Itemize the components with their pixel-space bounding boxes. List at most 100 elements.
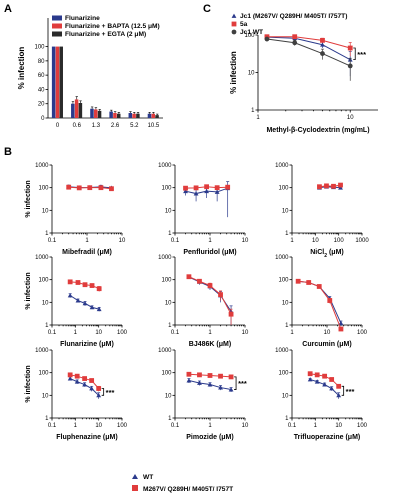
y-tick-label: 100 xyxy=(38,371,49,377)
data-point xyxy=(314,372,320,378)
x-tick-label: 1 xyxy=(85,238,89,244)
significance-label: *** xyxy=(346,387,355,396)
legend-label: Flunarizine + EGTA (2 μM) xyxy=(65,31,146,38)
data-point xyxy=(109,186,114,192)
chart-panel-b3: 1 10 100 1000 1 10 100 1000 NiCl2 (μM) xyxy=(275,163,369,259)
data-point xyxy=(186,371,192,377)
legend-mutant-marker xyxy=(132,485,138,491)
data-point xyxy=(96,306,102,312)
y-tick-label: 1 xyxy=(251,108,255,114)
y-tick-label: 100 xyxy=(161,186,172,192)
series-second xyxy=(67,372,102,392)
panel-label-a: A xyxy=(4,3,12,15)
data-point xyxy=(322,382,328,387)
x-tick-label: 0.1 xyxy=(48,423,57,429)
x-tick-label: 0.6 xyxy=(73,123,82,129)
x-tick-label: 1000 xyxy=(355,238,369,244)
data-point xyxy=(186,274,192,280)
data-point xyxy=(89,283,95,288)
x-tick-label: 100 xyxy=(334,238,345,244)
bar xyxy=(109,111,113,118)
bar xyxy=(151,113,156,118)
series-line xyxy=(188,276,232,315)
x-tick-label: 0.1 xyxy=(288,423,297,429)
bar xyxy=(71,103,75,118)
legend-swatch xyxy=(52,15,62,21)
bar xyxy=(94,109,98,118)
y-tick-label: 100 xyxy=(278,278,289,284)
y-axis-label: % infection xyxy=(25,272,32,309)
bar xyxy=(113,113,117,118)
y-tick-label: 10 xyxy=(165,393,172,399)
x-tick-label: 0.1 xyxy=(171,330,180,336)
y-tick-label: 40 xyxy=(38,87,45,93)
data-point xyxy=(214,189,220,194)
data-point xyxy=(320,42,325,47)
data-point xyxy=(74,379,80,384)
data-point xyxy=(295,278,301,284)
data-point xyxy=(307,371,313,377)
data-point xyxy=(193,191,199,196)
data-point xyxy=(329,386,335,391)
series-line xyxy=(266,36,351,61)
x-tick-label: 5.2 xyxy=(130,123,139,129)
bar xyxy=(132,113,136,118)
x-tick-label: 1 xyxy=(208,238,212,244)
y-tick-label: 100 xyxy=(278,186,289,192)
x-tick-label: 100 xyxy=(117,330,128,336)
y-tick-label: 0 xyxy=(41,116,45,122)
x-tick-label: 10 xyxy=(347,115,354,121)
x-axis-label: Flunarizine (μM) xyxy=(60,341,114,348)
data-point xyxy=(320,37,325,43)
y-tick-label: 1000 xyxy=(275,255,289,261)
y-axis-label: % infection xyxy=(25,180,32,217)
series-second xyxy=(67,279,102,292)
data-point xyxy=(264,36,270,42)
data-point xyxy=(183,188,188,194)
axes xyxy=(45,18,163,119)
data-point xyxy=(183,185,188,191)
y-tick-label: 1000 xyxy=(158,163,172,169)
series-second xyxy=(186,274,234,325)
bar xyxy=(136,113,140,118)
data-point xyxy=(87,185,93,191)
significance-bracket xyxy=(341,385,345,396)
data-point xyxy=(218,292,223,297)
series-first xyxy=(307,377,342,399)
data-point xyxy=(317,184,322,190)
x-axis-label: Methyl-β-Cyclodextrin (mg/mL) xyxy=(266,127,369,134)
series-second xyxy=(183,184,231,191)
bar xyxy=(59,46,63,119)
y-tick-label: 1 xyxy=(285,416,289,422)
data-point xyxy=(96,392,102,398)
x-tick-label: 0 xyxy=(56,123,60,129)
data-point xyxy=(75,280,81,285)
x-tick-label: 10 xyxy=(95,423,102,429)
y-tick-label: 100 xyxy=(161,371,172,377)
x-axis-label: Penfluridol (μM) xyxy=(183,249,236,256)
panel-label-b: B xyxy=(4,146,12,158)
data-point xyxy=(218,373,223,379)
x-axis-label: BJ486K (μM) xyxy=(189,341,231,348)
data-point xyxy=(98,185,104,191)
y-tick-label: 1 xyxy=(45,416,49,422)
y-tick-label: 10 xyxy=(248,71,255,77)
y-tick-label: 80 xyxy=(38,59,45,65)
x-tick-label: 10 xyxy=(242,330,249,336)
bar xyxy=(78,103,83,118)
bar xyxy=(55,46,60,119)
data-point xyxy=(89,386,95,391)
x-tick-label: 10 xyxy=(95,330,102,336)
data-point xyxy=(218,385,223,390)
series-second xyxy=(186,371,234,380)
x-tick-label: 1 xyxy=(290,330,294,336)
data-point xyxy=(338,182,343,188)
y-tick-label: 1000 xyxy=(158,255,172,261)
significance-label: *** xyxy=(106,388,115,397)
y-tick-label: 20 xyxy=(38,102,45,108)
x-tick-label: 1 xyxy=(256,115,260,121)
legend-label: Jc1 WT xyxy=(240,29,263,36)
